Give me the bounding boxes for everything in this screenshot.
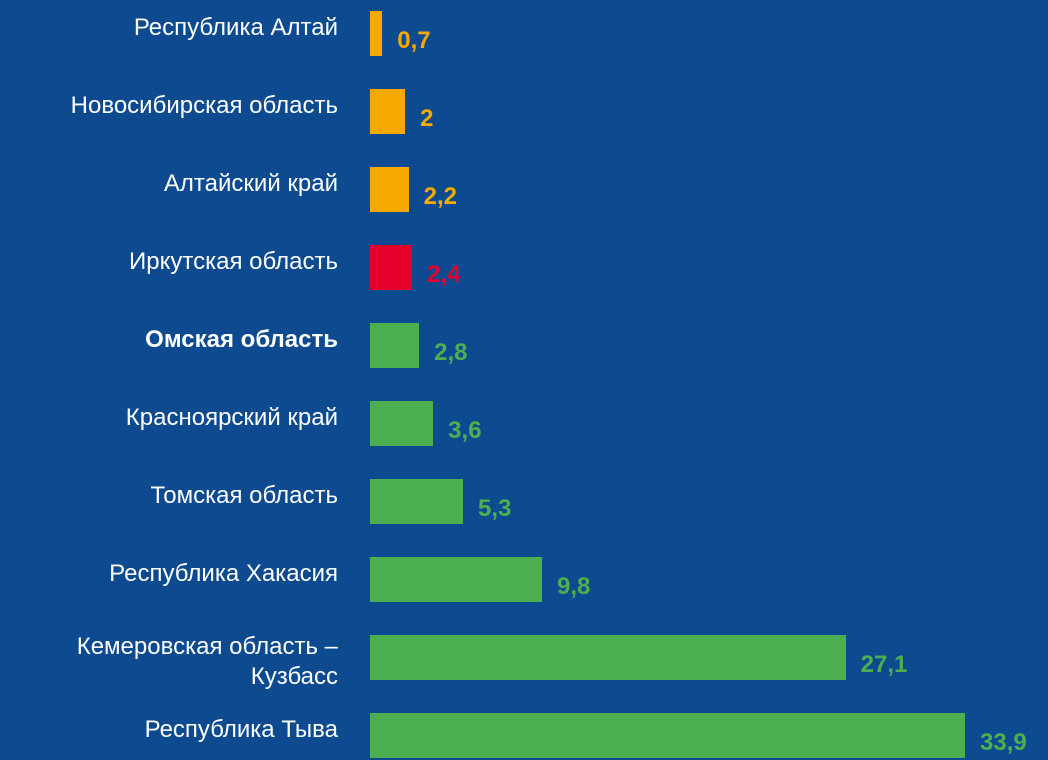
category-label: Новосибирская область xyxy=(70,92,338,119)
category-label: Томская область xyxy=(150,482,338,509)
value-label: 0,7 xyxy=(397,27,431,54)
value-label: 5,3 xyxy=(478,495,512,522)
value-label: 2,2 xyxy=(423,183,457,210)
category-label: Кемеровская область – Кузбасс xyxy=(76,633,338,690)
category-label: Красноярский край xyxy=(125,404,338,431)
category-label: Республика Тыва xyxy=(144,716,338,743)
bar xyxy=(370,167,409,212)
bar xyxy=(370,89,406,134)
value-label: 27,1 xyxy=(860,651,908,678)
value-label: 2 xyxy=(420,105,434,132)
bar xyxy=(370,323,420,368)
category-label: Алтайский край xyxy=(163,170,338,197)
value-label: 9,8 xyxy=(557,573,591,600)
category-label: Иркутская область xyxy=(129,248,338,275)
bar xyxy=(370,245,413,290)
value-label: 33,9 xyxy=(980,729,1027,756)
bar xyxy=(370,635,846,680)
category-label: Республика Алтай xyxy=(133,14,338,41)
bar xyxy=(370,557,542,602)
bar xyxy=(370,11,383,56)
value-label: 3,6 xyxy=(448,417,482,444)
value-label: 2,4 xyxy=(427,261,461,288)
category-label: Омская область xyxy=(145,326,338,353)
bar xyxy=(370,479,464,524)
category-label: Республика Хакасия xyxy=(109,560,338,587)
bar xyxy=(370,401,434,446)
value-label: 2,8 xyxy=(434,339,468,366)
bar xyxy=(370,713,965,758)
